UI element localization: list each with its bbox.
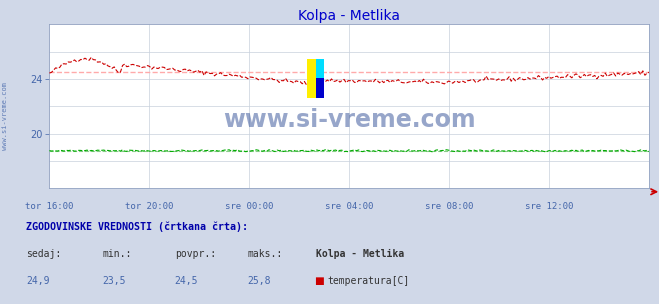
Text: sre 04:00: sre 04:00	[325, 202, 374, 211]
Text: tor 20:00: tor 20:00	[125, 202, 173, 211]
Text: ■: ■	[314, 276, 324, 286]
Text: povpr.:: povpr.:	[175, 249, 215, 259]
Text: temperatura[C]: temperatura[C]	[328, 276, 410, 286]
Text: sre 08:00: sre 08:00	[425, 202, 473, 211]
Text: min.:: min.:	[102, 249, 132, 259]
Text: 23,5: 23,5	[102, 276, 126, 286]
Text: 25,8: 25,8	[247, 276, 271, 286]
Text: sedaj:: sedaj:	[26, 249, 61, 259]
Text: www.si-vreme.com: www.si-vreme.com	[2, 81, 8, 150]
Text: maks.:: maks.:	[247, 249, 282, 259]
Text: sre 00:00: sre 00:00	[225, 202, 273, 211]
Text: sre 12:00: sre 12:00	[525, 202, 573, 211]
Title: Kolpa - Metlika: Kolpa - Metlika	[299, 9, 400, 23]
Text: ZGODOVINSKE VREDNOSTI (črtkana črta):: ZGODOVINSKE VREDNOSTI (črtkana črta):	[26, 221, 248, 232]
Text: 24,5: 24,5	[175, 276, 198, 286]
Text: 24,9: 24,9	[26, 276, 50, 286]
Text: Kolpa - Metlika: Kolpa - Metlika	[316, 249, 405, 259]
Text: www.si-vreme.com: www.si-vreme.com	[223, 108, 476, 132]
Text: tor 16:00: tor 16:00	[25, 202, 74, 211]
